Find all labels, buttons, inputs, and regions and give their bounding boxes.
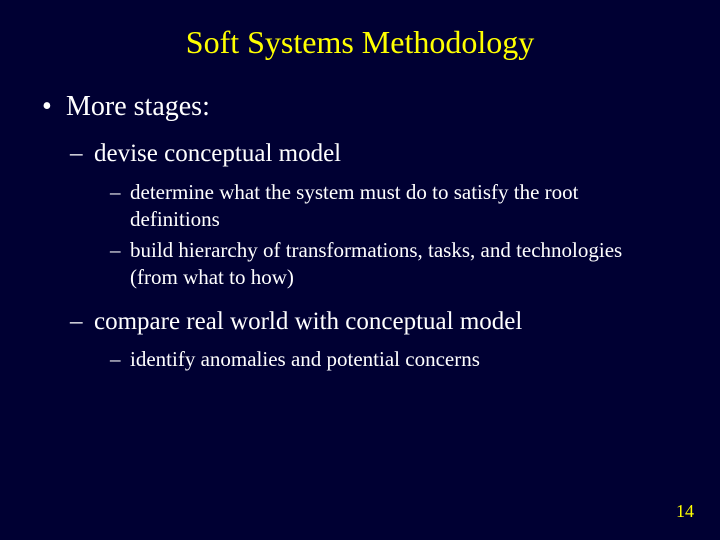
bullet-lvl2: devise conceptual model <box>68 138 680 171</box>
bullet-lvl3: determine what the system must do to sat… <box>110 179 650 234</box>
bullet-lvl2: compare real world with conceptual model <box>68 306 680 339</box>
slide-title: Soft Systems Methodology <box>0 0 720 71</box>
bullet-lvl1: More stages: <box>40 89 680 124</box>
slide-content: More stages: devise conceptual model det… <box>0 71 720 373</box>
page-number: 14 <box>676 501 694 522</box>
bullet-lvl3: identify anomalies and potential concern… <box>110 346 650 373</box>
spacer <box>40 296 680 306</box>
bullet-lvl3: build hierarchy of transformations, task… <box>110 237 650 292</box>
slide: Soft Systems Methodology More stages: de… <box>0 0 720 540</box>
